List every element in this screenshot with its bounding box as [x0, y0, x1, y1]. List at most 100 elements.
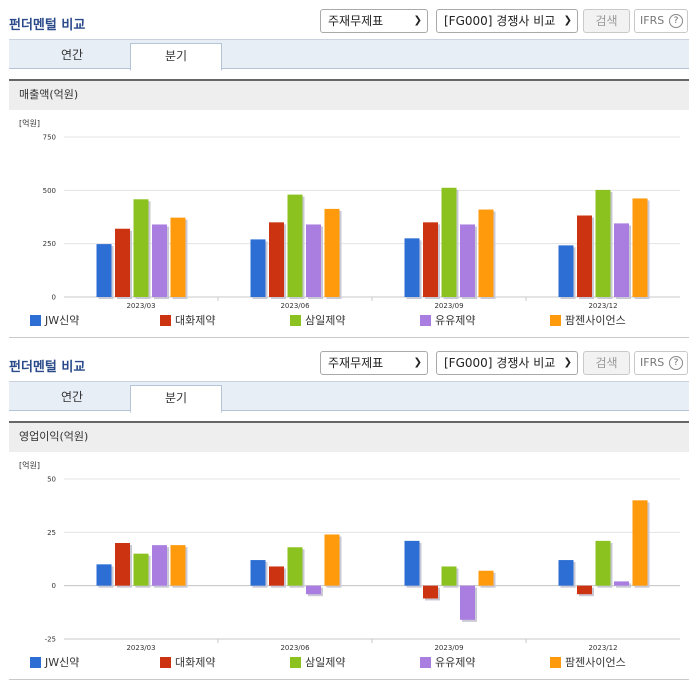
legend-swatch: [420, 657, 431, 668]
section-title: 펀더멘털 비교: [9, 360, 86, 375]
bar-팜젠사이언스: [632, 500, 648, 586]
operating-profit-chart: [억원] -25 0 25 50 2023/03 2023/06 2023/09 2023/12: [19, 460, 680, 652]
x-category-label: 2023/12: [588, 302, 617, 310]
tab-annual[interactable]: 연간: [60, 48, 84, 62]
tab-annual[interactable]: 연간: [60, 390, 84, 404]
bar-유유제약: [460, 224, 475, 297]
legend-label: JW신약: [45, 656, 80, 669]
statement-select[interactable]: 주재무제표 ❯: [320, 9, 428, 33]
y-tick-label: 0: [52, 294, 56, 302]
bar-대화제약: [423, 222, 438, 297]
bar-팜젠사이언스: [324, 534, 340, 586]
ifrs-button[interactable]: IFRS?: [634, 351, 688, 375]
y-unit-label: [억원]: [19, 118, 40, 128]
legend-swatch: [550, 315, 561, 326]
bar-대화제약: [577, 585, 592, 595]
bar-팜젠사이언스: [170, 545, 186, 586]
bar-유유제약: [306, 224, 321, 297]
help-icon: ?: [669, 356, 683, 370]
y-tick-label: 500: [43, 187, 56, 195]
y-tick-label: 50: [47, 476, 56, 484]
compare-select[interactable]: [FG000] 경쟁사 비교 ❯: [436, 9, 578, 33]
chevron-down-icon: ❯: [563, 15, 572, 26]
bar-JW신약: [250, 560, 266, 586]
y-tick-label: 0: [52, 582, 56, 590]
bar-유유제약: [614, 223, 629, 297]
legend-swatch: [290, 315, 301, 326]
legend-label: 삼일제약: [305, 656, 346, 669]
fundamental-section-2: 펀더멘털 비교 주재무제표 ❯ [FG000] 경쟁사 비교 ❯ 검색 IFRS? …: [0, 342, 696, 684]
chevron-down-icon: ❯: [563, 357, 572, 368]
bar-JW신약: [558, 560, 574, 586]
x-category-label: 2023/03: [126, 302, 155, 310]
legend-swatch: [160, 315, 171, 326]
legend-swatch: [290, 657, 301, 668]
section-title: 펀더멘털 비교: [9, 18, 86, 33]
x-category-label: 2023/12: [588, 644, 617, 652]
bar-대화제약: [269, 566, 284, 586]
bar-JW신약: [558, 245, 574, 297]
bar-삼일제약: [441, 566, 457, 586]
bar-유유제약: [152, 545, 167, 586]
fundamental-section-1: 펀더멘털 비교 주재무제표 ❯ [FG000] 경쟁사 비교 ❯ 검색 IFRS? …: [9, 9, 689, 338]
y-tick-label: -25: [45, 636, 56, 644]
y-unit-label: [억원]: [19, 460, 40, 470]
chevron-down-icon: ❯: [413, 15, 422, 26]
bar-대화제약: [269, 222, 284, 297]
bar-JW신약: [250, 239, 266, 297]
divider: [9, 337, 689, 338]
ifrs-button[interactable]: IFRS?: [634, 9, 688, 33]
legend-label: 대화제약: [175, 314, 216, 327]
compare-select[interactable]: [FG000] 경쟁사 비교 ❯: [436, 351, 578, 375]
metric-title: 매출액(억원): [9, 79, 689, 110]
bar-유유제약: [306, 585, 321, 595]
legend-label: 대화제약: [175, 656, 216, 669]
bar-JW신약: [404, 238, 420, 297]
divider: [9, 679, 689, 680]
legend-label: 유유제약: [435, 314, 476, 327]
bar-삼일제약: [595, 189, 611, 297]
legend-swatch: [30, 315, 41, 326]
metric-title: 영업이익(억원): [9, 421, 689, 452]
chart-legend: JW신약 대화제약 삼일제약 유유제약 팜젠사이언스: [30, 313, 680, 329]
bar-팜젠사이언스: [170, 217, 186, 297]
x-category-label: 2023/06: [280, 644, 310, 652]
bar-유유제약: [460, 585, 475, 620]
chart-legend: JW신약 대화제약 삼일제약 유유제약 팜젠사이언스: [30, 655, 680, 671]
y-tick-label: 750: [43, 134, 56, 142]
legend-label: 삼일제약: [305, 314, 346, 327]
revenue-chart: [억원] 0 250 500 750 2023/03 2023/06 2023/09 2023/…: [19, 118, 680, 310]
period-tabs: 연간 분기: [9, 381, 689, 413]
bar-대화제약: [115, 543, 130, 586]
tab-quarterly[interactable]: 분기: [130, 43, 222, 71]
bar-대화제약: [577, 215, 592, 297]
period-tabs: 연간 분기: [9, 39, 689, 71]
bar-대화제약: [115, 228, 130, 297]
y-tick-label: 25: [47, 529, 56, 537]
tab-quarterly[interactable]: 분기: [130, 385, 222, 413]
bar-대화제약: [423, 585, 438, 599]
bar-JW신약: [404, 540, 420, 586]
legend-label: 팜젠사이언스: [565, 656, 626, 669]
bar-팜젠사이언스: [478, 209, 494, 297]
statement-select[interactable]: 주재무제표 ❯: [320, 351, 428, 375]
legend-label: 유유제약: [435, 656, 476, 669]
legend-label: 팜젠사이언스: [565, 314, 626, 327]
legend-swatch: [420, 315, 431, 326]
bar-팜젠사이언스: [478, 570, 494, 586]
bar-팜젠사이언스: [632, 198, 648, 297]
bar-삼일제약: [441, 187, 457, 297]
bar-JW신약: [96, 564, 112, 586]
chevron-down-icon: ❯: [413, 357, 422, 368]
x-category-label: 2023/03: [126, 644, 155, 652]
bar-삼일제약: [133, 199, 149, 297]
bar-유유제약: [614, 581, 629, 586]
bar-유유제약: [152, 224, 167, 297]
bar-삼일제약: [133, 553, 149, 586]
search-button[interactable]: 검색: [583, 9, 630, 33]
y-tick-label: 250: [43, 240, 56, 248]
x-category-label: 2023/06: [280, 302, 310, 310]
legend-swatch: [550, 657, 561, 668]
search-button[interactable]: 검색: [583, 351, 630, 375]
x-category-label: 2023/09: [434, 302, 463, 310]
